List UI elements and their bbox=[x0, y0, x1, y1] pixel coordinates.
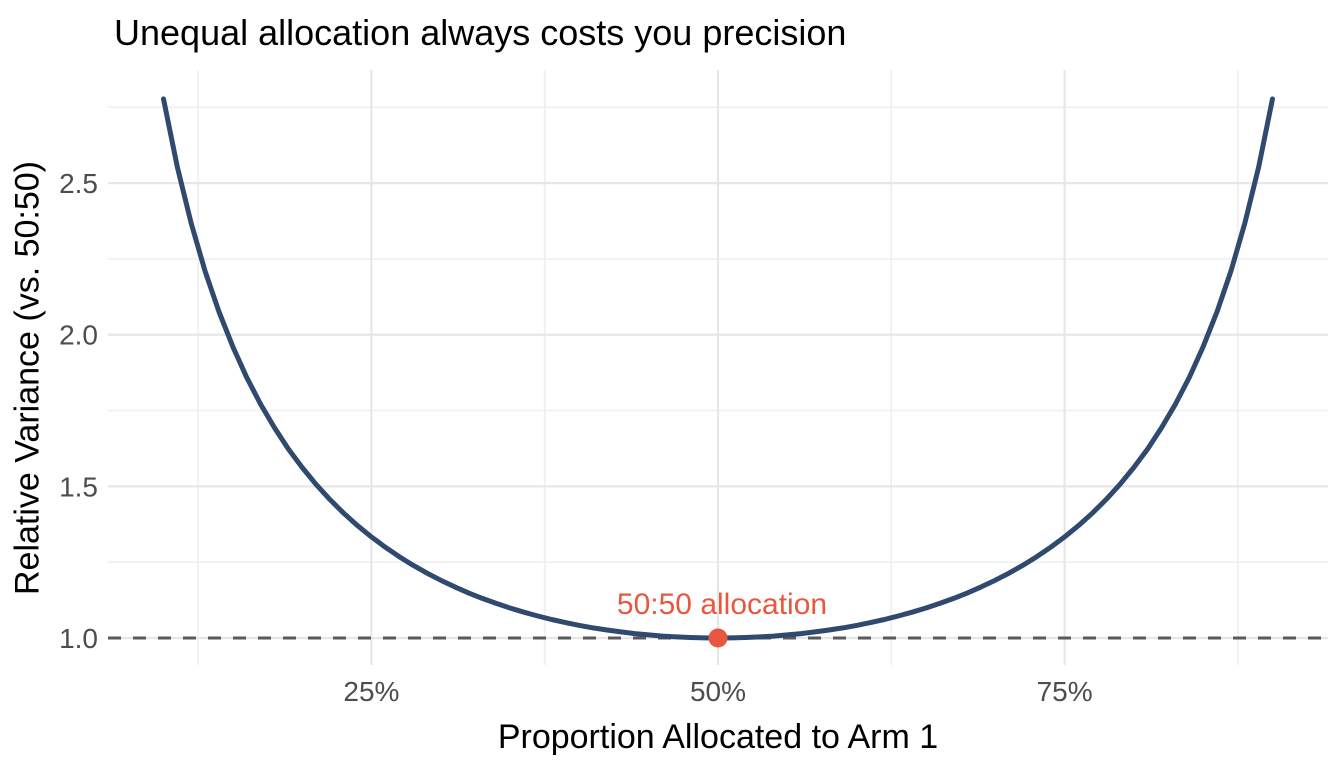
x-tick-label: 50% bbox=[690, 676, 746, 707]
y-tick-label: 1.5 bbox=[59, 471, 98, 502]
y-tick-label: 1.0 bbox=[59, 623, 98, 654]
grid-major bbox=[108, 70, 1328, 665]
y-tick-label: 2.0 bbox=[59, 320, 98, 351]
x-tick-label: 75% bbox=[1037, 676, 1093, 707]
annotation-50-50: 50:50 allocation bbox=[617, 588, 827, 621]
x-axis-title: Proportion Allocated to Arm 1 bbox=[497, 718, 939, 756]
y-axis-title: Relative Variance (vs. 50:50) bbox=[8, 160, 47, 596]
y-tick-label: 2.5 bbox=[59, 168, 98, 199]
chart-title: Unequal allocation always costs you prec… bbox=[114, 12, 847, 53]
x-tick-label: 25% bbox=[343, 676, 399, 707]
optimal-allocation-point bbox=[708, 628, 728, 648]
